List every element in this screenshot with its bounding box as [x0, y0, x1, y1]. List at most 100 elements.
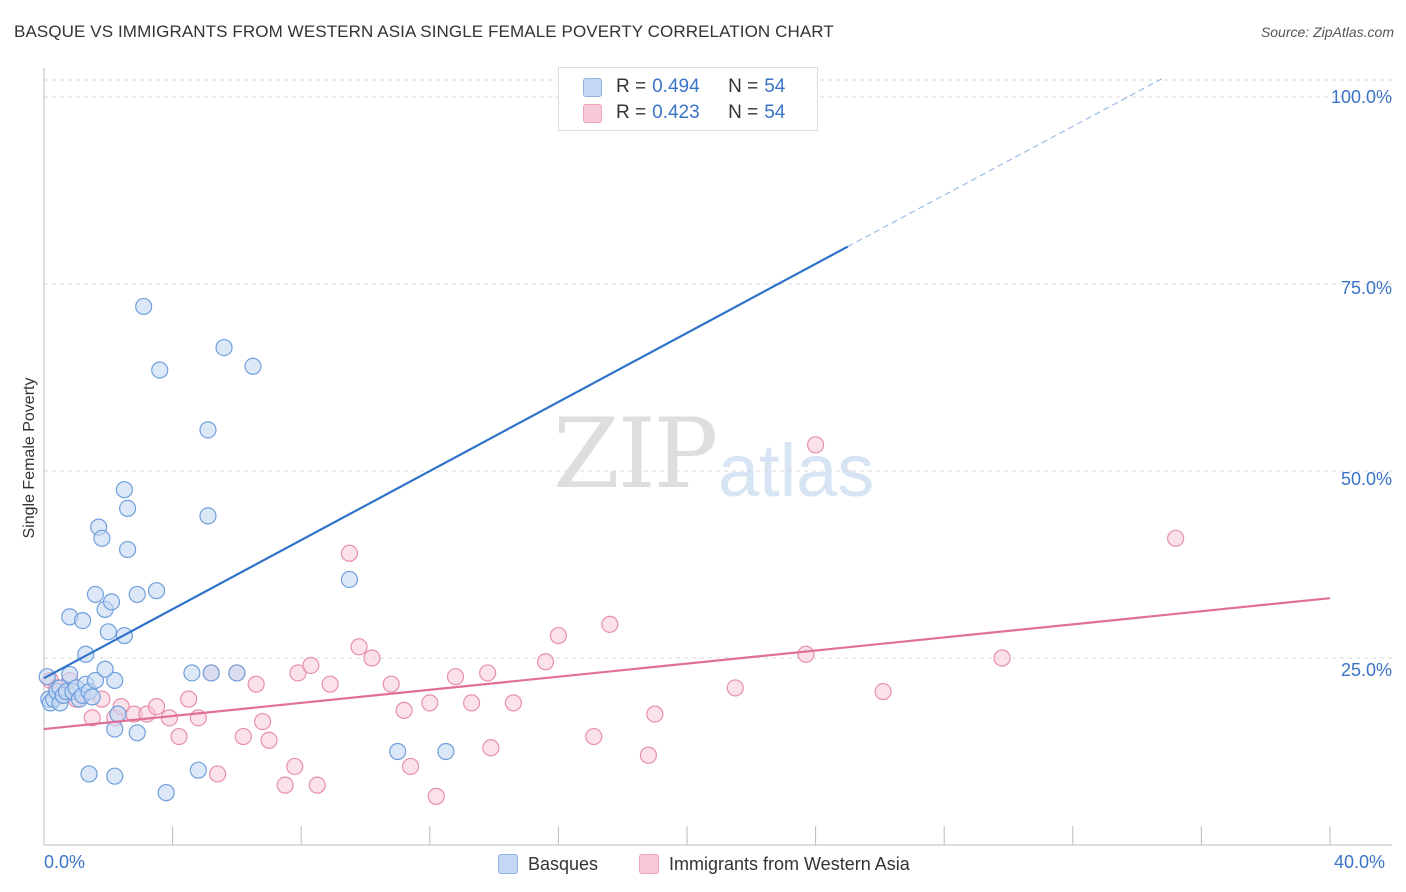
immigrants-point: [350, 638, 368, 656]
bottom-legend-label: Immigrants from Western Asia: [669, 853, 910, 874]
basques-point: [228, 664, 246, 682]
basques-point: [389, 742, 407, 761]
immigrants-point: [286, 757, 304, 776]
basques-point: [199, 421, 217, 439]
bottom-legend-label: Basques: [528, 853, 599, 874]
bottom-legend-basques: Basques: [498, 851, 598, 877]
immigrants-point: [395, 701, 413, 719]
immigrants-point: [247, 675, 265, 693]
immigrants-point: [340, 544, 359, 562]
immigrants-point: [797, 645, 815, 663]
watermark-zip: ZIP: [553, 398, 718, 510]
legend-n-value: 54: [764, 76, 786, 97]
immigrants-point: [421, 694, 439, 712]
legend-row-immigrants: R = 0.423 N = 54: [583, 101, 785, 125]
immigrants-trend-line: [43, 597, 1331, 731]
immigrants-point: [260, 731, 278, 749]
legend-r-label: R =: [616, 102, 647, 123]
basques-point: [80, 765, 98, 783]
bottom-legend-immigrants: Immigrants from Western Asia: [639, 851, 910, 877]
bottom-legend-swatch-blue: [498, 854, 518, 874]
immigrants-point: [170, 727, 188, 746]
immigrants-point: [83, 709, 101, 727]
immigrants-point: [646, 705, 664, 723]
immigrants-point: [1167, 529, 1185, 547]
immigrants-point: [254, 712, 272, 731]
source-label: Source: ZipAtlas.com: [1260, 24, 1394, 40]
legend-n-label: N =: [728, 102, 759, 123]
immigrants-point: [401, 757, 420, 776]
immigrants-point: [479, 664, 497, 682]
basques-point: [244, 357, 262, 375]
immigrants-point: [363, 649, 381, 667]
basques-point: [128, 585, 146, 604]
basques-point: [202, 664, 220, 682]
basques-point: [109, 705, 127, 723]
legend-n-value: 54: [764, 102, 786, 123]
basques-point: [189, 761, 207, 779]
immigrants-point: [147, 698, 166, 716]
basques-point: [118, 540, 137, 559]
basques-point: [86, 585, 105, 604]
immigrants-point: [302, 656, 320, 675]
basques-point: [83, 688, 101, 706]
basques-point: [102, 593, 121, 611]
basques-point: [115, 481, 133, 499]
basques-point: [93, 529, 111, 547]
immigrants-point: [601, 615, 619, 633]
immigrants-point: [382, 675, 400, 693]
legend-r-label: R =: [616, 76, 647, 97]
immigrants-point: [806, 436, 825, 454]
immigrants-point: [585, 727, 603, 746]
basques-point: [73, 611, 92, 630]
basques-point: [128, 724, 146, 742]
basques-point: [183, 664, 201, 682]
immigrants-point: [726, 679, 744, 697]
x-tick-label: 0.0%: [44, 852, 86, 872]
basques-point: [147, 582, 166, 600]
basques-point: [99, 623, 117, 641]
y-tick-label: 75.0%: [1340, 278, 1392, 298]
basques-point: [135, 297, 153, 316]
basques-point: [157, 784, 175, 802]
legend-row-basques: R = 0.494 N = 54: [583, 75, 785, 99]
immigrants-point: [446, 668, 465, 686]
immigrants-point: [289, 664, 307, 682]
basques-point: [215, 338, 233, 357]
immigrants-point: [639, 746, 658, 764]
basques-point: [151, 361, 169, 379]
immigrants-point: [308, 776, 326, 794]
y-tick-label: 50.0%: [1340, 469, 1392, 489]
legend-n-label: N =: [728, 76, 759, 97]
immigrants-point: [276, 776, 294, 794]
basques-point: [118, 499, 137, 517]
legend-r-value: 0.423: [652, 102, 700, 123]
basques-point: [340, 570, 359, 589]
immigrants-point: [549, 626, 568, 645]
legend-r-value: 0.494: [652, 76, 700, 97]
basques-trend-line: [43, 245, 849, 680]
basques-point: [86, 671, 105, 690]
basques-point: [437, 742, 455, 761]
y-tick-label: 25.0%: [1340, 660, 1392, 680]
basques-point: [106, 767, 124, 785]
basques-trend-extension: [847, 77, 1164, 248]
x-tick-label: 40.0%: [1334, 852, 1386, 872]
immigrants-point: [874, 683, 892, 701]
stats-legend: R = 0.494 N = 54 R = 0.423 N = 54: [558, 67, 818, 131]
legend-swatch-blue: [583, 77, 602, 97]
basques-point: [96, 660, 114, 678]
immigrants-point: [536, 653, 555, 671]
bottom-legend-swatch-pink: [639, 854, 659, 874]
y-tick-label: 100.0%: [1330, 87, 1392, 107]
basques-point: [106, 671, 124, 690]
basques-point: [199, 507, 217, 525]
immigrants-point: [427, 787, 445, 805]
immigrants-point: [321, 675, 339, 693]
chart-title: BASQUE VS IMMIGRANTS FROM WESTERN ASIA S…: [14, 22, 834, 41]
immigrants-point: [180, 690, 198, 708]
immigrants-point: [462, 694, 481, 712]
immigrants-point: [482, 739, 500, 757]
immigrants-point: [234, 727, 252, 746]
immigrants-point: [993, 649, 1011, 667]
